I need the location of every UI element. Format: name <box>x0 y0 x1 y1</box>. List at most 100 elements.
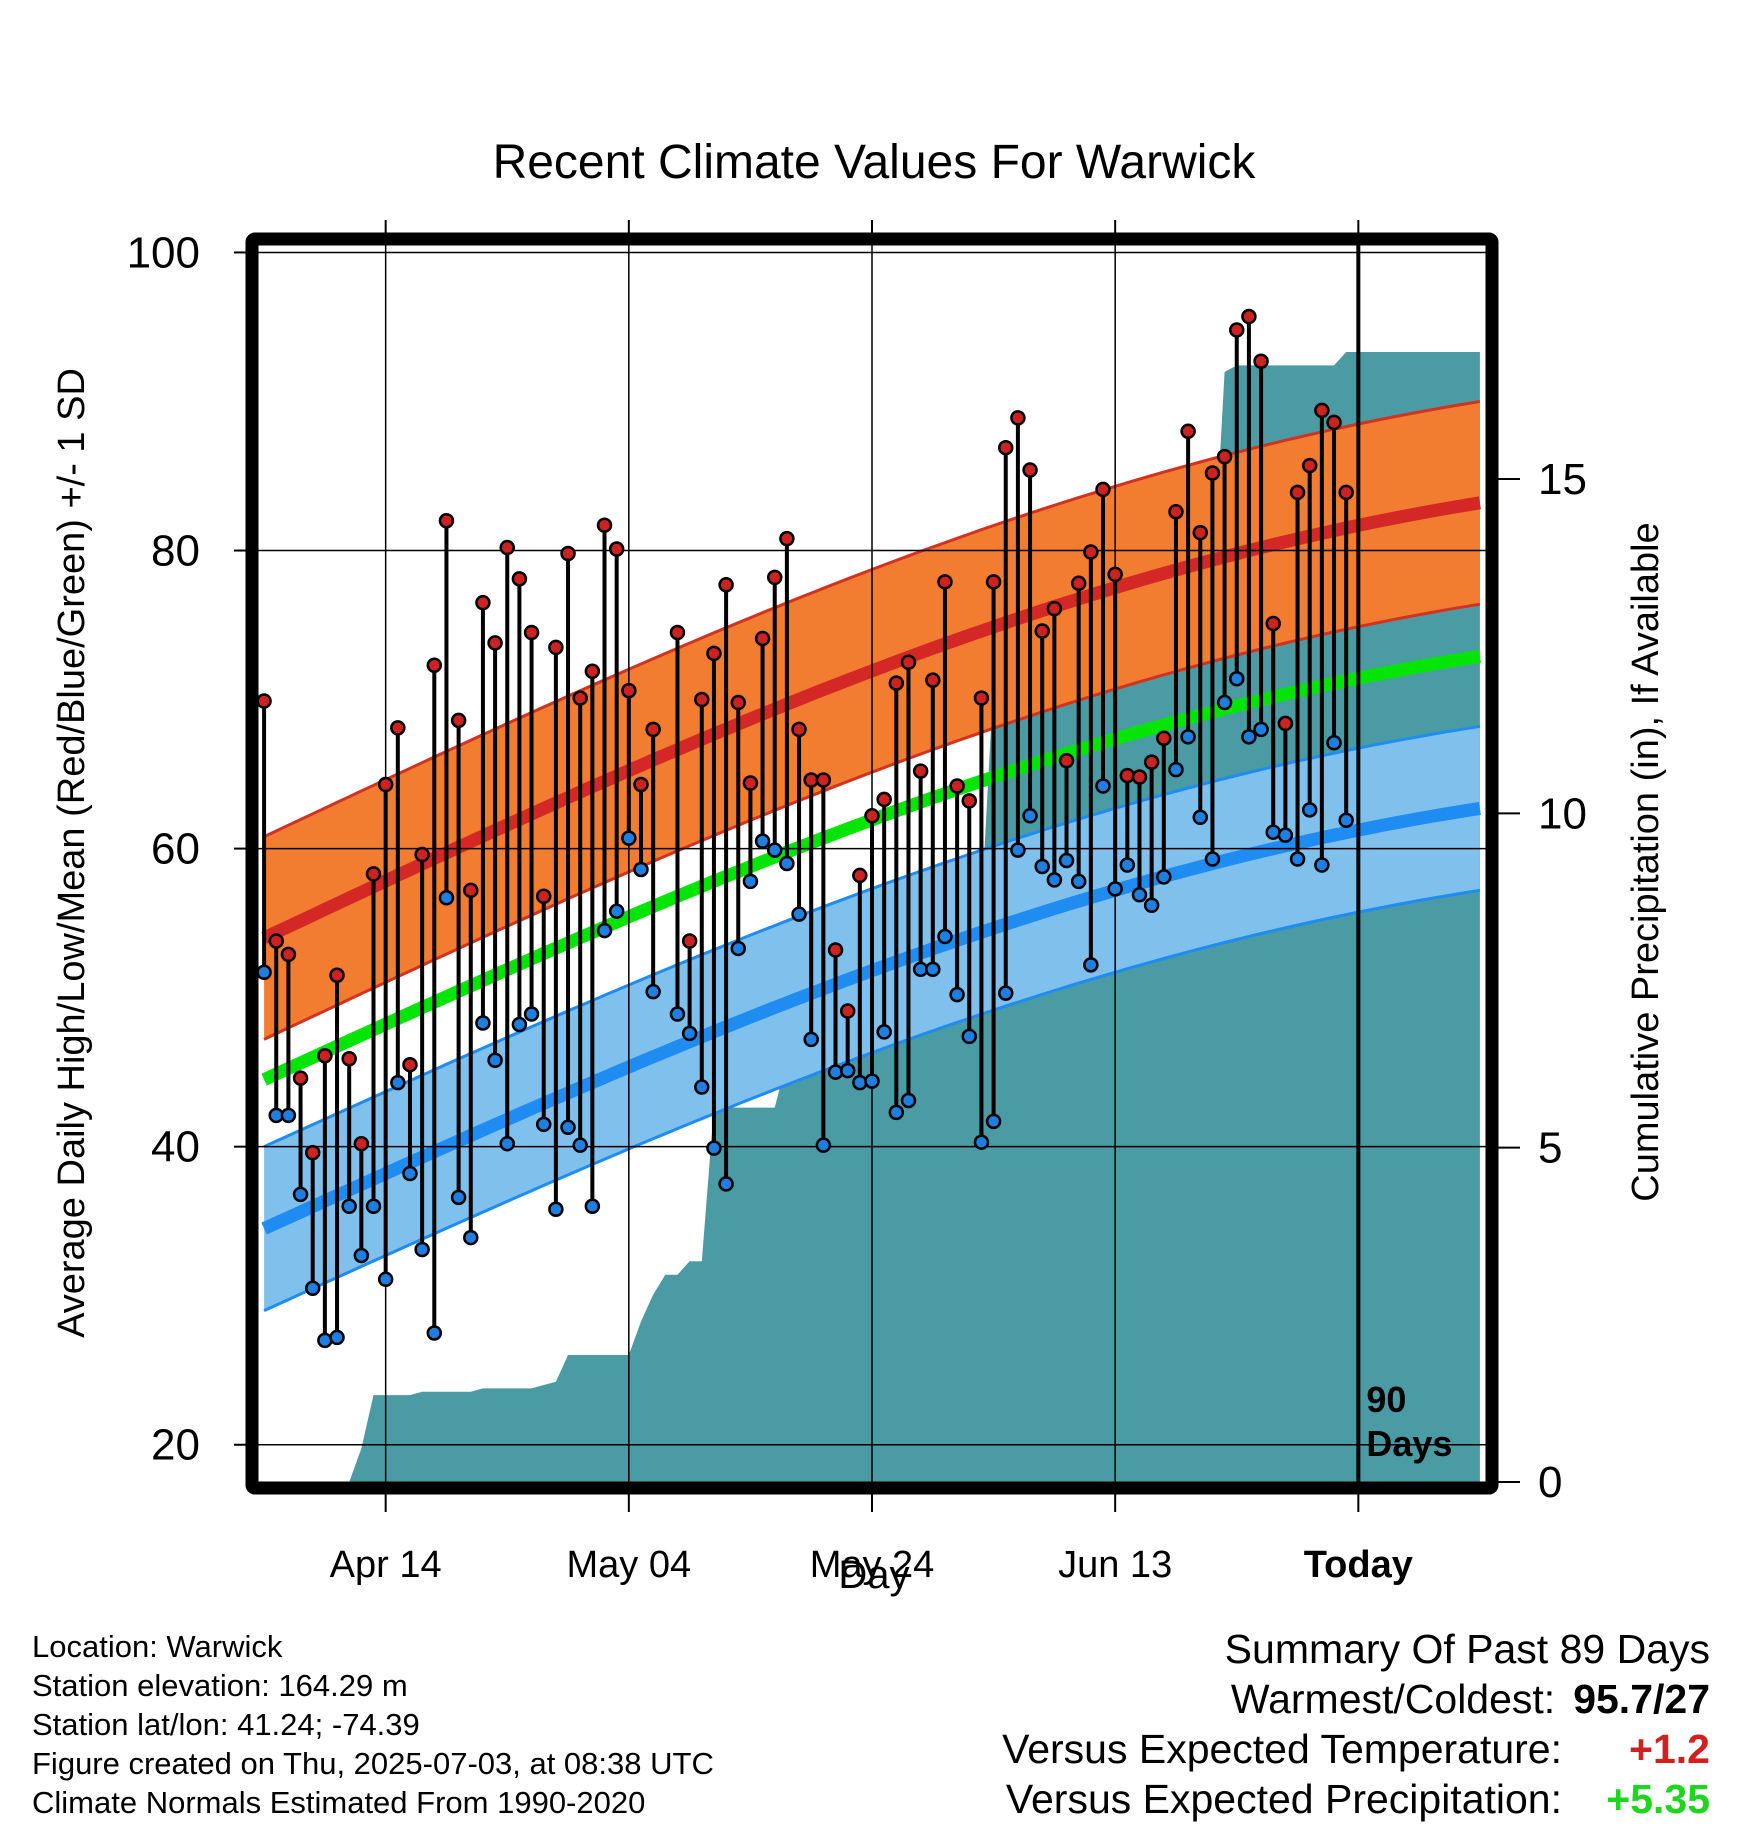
daily-high-point <box>1314 402 1330 419</box>
daily-high-point <box>1277 715 1294 732</box>
daily-high-point <box>1095 481 1111 498</box>
daily-high-point <box>499 539 515 556</box>
daily-low-point <box>1277 827 1294 843</box>
daily-low-point <box>1180 729 1196 745</box>
daily-low-point <box>1156 869 1172 885</box>
daily-high-point <box>1180 423 1196 440</box>
y-tick-label: 60 <box>151 825 200 874</box>
daily-low-point <box>1326 735 1342 751</box>
daily-low-point <box>475 1015 491 1031</box>
daily-low-point <box>803 1031 819 1048</box>
daily-high-point <box>1204 465 1221 481</box>
daily-low-point <box>815 1137 832 1153</box>
daily-low-point <box>292 1186 309 1203</box>
daily-high-point <box>1107 566 1123 583</box>
x-tick-label: May 04 <box>567 1544 692 1586</box>
daily-high-point <box>1168 504 1184 520</box>
daily-low-point <box>584 1198 601 1215</box>
daily-low-point <box>1095 778 1111 794</box>
daily-high-point <box>937 574 953 590</box>
y-tick-label: 40 <box>151 1123 200 1172</box>
daily-high-point <box>1143 754 1160 770</box>
daily-low-point <box>973 1134 990 1150</box>
daily-low-point <box>329 1329 345 1346</box>
daily-high-point <box>706 645 722 662</box>
daily-low-point <box>876 1024 892 1040</box>
daily-low-point <box>791 906 807 922</box>
daily-low-point <box>645 983 661 1000</box>
daily-high-point <box>1192 524 1209 541</box>
daily-low-point <box>1046 872 1063 888</box>
daily-low-point <box>621 830 637 846</box>
daily-low-point <box>258 964 272 981</box>
y2-tick-label: 0 <box>1538 1458 1562 1507</box>
daily-low-point <box>596 922 613 939</box>
daily-low-point <box>1192 809 1209 826</box>
daily-high-point <box>535 888 552 905</box>
daily-high-point <box>1301 457 1318 474</box>
daily-low-point <box>633 861 649 878</box>
daily-high-point <box>839 1003 856 1019</box>
daily-low-point <box>1010 842 1026 858</box>
daily-high-point <box>426 657 443 674</box>
daily-low-point <box>304 1280 321 1297</box>
x-tick-label: May 24 <box>810 1544 935 1586</box>
latlon-text: Station lat/lon: 41.24; -74.39 <box>32 1707 420 1742</box>
daily-low-point <box>523 1006 540 1022</box>
daily-low-point <box>694 1079 710 1095</box>
daily-high-point <box>280 946 297 963</box>
daily-high-point <box>852 867 868 884</box>
daily-low-point <box>377 1271 394 1288</box>
daily-low-point <box>317 1332 333 1349</box>
daily-low-point <box>1058 852 1075 869</box>
daily-low-point <box>669 1006 686 1022</box>
daily-low-point <box>754 833 771 849</box>
daily-high-point <box>268 933 284 949</box>
daily-high-point <box>997 439 1014 456</box>
daily-low-point <box>1314 857 1330 873</box>
daily-high-point <box>742 775 759 791</box>
daily-low-point <box>985 1113 1002 1130</box>
daily-high-point <box>766 569 783 586</box>
daily-low-point <box>560 1119 576 1136</box>
daily-low-point <box>925 961 941 978</box>
daily-high-point <box>1058 752 1075 769</box>
daily-high-point <box>681 933 698 949</box>
daily-high-point <box>1229 322 1245 338</box>
daily-high-point <box>1131 769 1148 785</box>
created-text: Figure created on Thu, 2025-07-03, at 08… <box>32 1746 714 1781</box>
daily-low-point <box>730 940 747 957</box>
x-axis-label: Day <box>838 1553 909 1597</box>
daily-high-point <box>1083 544 1099 560</box>
summary-temperature: Versus Expected Temperature: +1.2 <box>1002 1724 1710 1774</box>
daily-low-point <box>511 1016 528 1033</box>
daily-low-point <box>390 1074 406 1091</box>
daily-high-point <box>463 882 479 899</box>
daily-high-point <box>329 967 345 984</box>
daily-high-point <box>1046 600 1063 617</box>
daily-high-point <box>511 571 528 587</box>
daily-low-point <box>1301 802 1318 818</box>
daily-low-point <box>1107 881 1123 897</box>
daily-low-point <box>608 903 625 919</box>
daily-low-point <box>1119 857 1136 873</box>
temp-departure-label: Versus Expected Temperature: <box>1002 1726 1562 1772</box>
daily-high-point <box>779 530 795 547</box>
daily-low-point <box>572 1137 588 1153</box>
daily-high-point <box>292 1070 309 1086</box>
daily-high-point <box>596 517 613 533</box>
y2-tick-label: 5 <box>1538 1124 1562 1173</box>
daily-high-point <box>258 693 272 709</box>
daily-low-point <box>997 985 1014 1001</box>
daily-high-point <box>414 846 430 863</box>
summary-precipitation: Versus Expected Precipitation: +5.35 <box>1002 1774 1710 1824</box>
daily-high-point <box>1010 410 1026 426</box>
today-days-word: Days <box>1366 1423 1452 1464</box>
x-tick-label: Jun 13 <box>1058 1544 1172 1586</box>
daily-high-point <box>317 1048 333 1064</box>
daily-low-point <box>365 1198 382 1215</box>
daily-high-point <box>1265 615 1281 632</box>
daily-high-point <box>730 694 747 711</box>
daily-high-point <box>973 690 990 706</box>
daily-high-point <box>645 721 661 738</box>
